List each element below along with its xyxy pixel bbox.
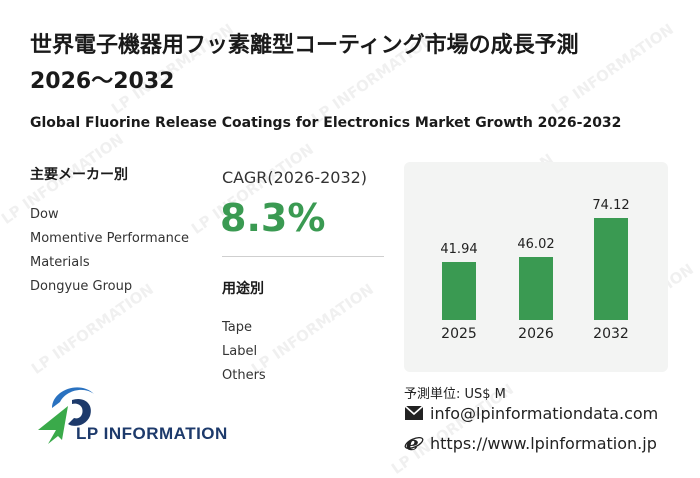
bar-value-label: 46.02 — [517, 237, 555, 252]
application-item: Label — [222, 344, 258, 359]
cagr-label: CAGR(2026-2032) — [222, 168, 368, 187]
manufacturer-item: Materials — [30, 255, 90, 270]
category-label: 2026 — [518, 326, 554, 342]
email-text[interactable]: info@lpinformationdata.com — [430, 403, 659, 423]
website-contact: e https://www.lpinformation.jp — [404, 433, 657, 453]
application-item: Others — [222, 368, 266, 383]
category-label: 2032 — [593, 326, 629, 342]
category-label: 2025 — [441, 326, 477, 342]
email-contact: info@lpinformationdata.com — [404, 403, 658, 423]
lp-information-logo — [38, 387, 94, 444]
page-title: 世界電子機器用フッ素離型コーティング市場の成長予測 2026～2032 — [30, 28, 670, 100]
manufacturers-heading: 主要メーカー別 — [30, 167, 128, 183]
browser-e-icon: e — [404, 433, 424, 453]
divider — [222, 256, 384, 257]
watermark: LP INFORMATION — [247, 280, 378, 378]
bar-value-label: 74.12 — [592, 198, 630, 213]
logo-text: LP INFORMATION — [76, 424, 228, 443]
manufacturer-item: Momentive Performance — [30, 231, 189, 246]
manufacturer-item: Dongyue Group — [30, 279, 133, 294]
bar — [442, 262, 476, 320]
bar-chart: 41.94 2025 46.02 2026 74.12 2032 — [404, 162, 668, 372]
title-line-1: 世界電子機器用フッ素離型コーティング市場の成長予測 — [30, 33, 579, 58]
page-subtitle: Global Fluorine Release Coatings for Ele… — [30, 115, 622, 131]
bar-value-label: 41.94 — [440, 242, 478, 257]
manufacturer-item: Dow — [30, 207, 59, 222]
website-text[interactable]: https://www.lpinformation.jp — [430, 433, 657, 453]
bar — [519, 257, 553, 320]
svg-text:e: e — [406, 433, 419, 453]
applications-heading: 用途別 — [222, 281, 264, 297]
application-item: Tape — [222, 320, 253, 335]
cagr-value: 8.3% — [220, 196, 326, 240]
mail-icon — [404, 405, 424, 420]
title-line-2: 2026～2032 — [30, 69, 175, 94]
unit-label: 予測単位: US$ M — [404, 387, 506, 402]
bar — [594, 218, 628, 320]
